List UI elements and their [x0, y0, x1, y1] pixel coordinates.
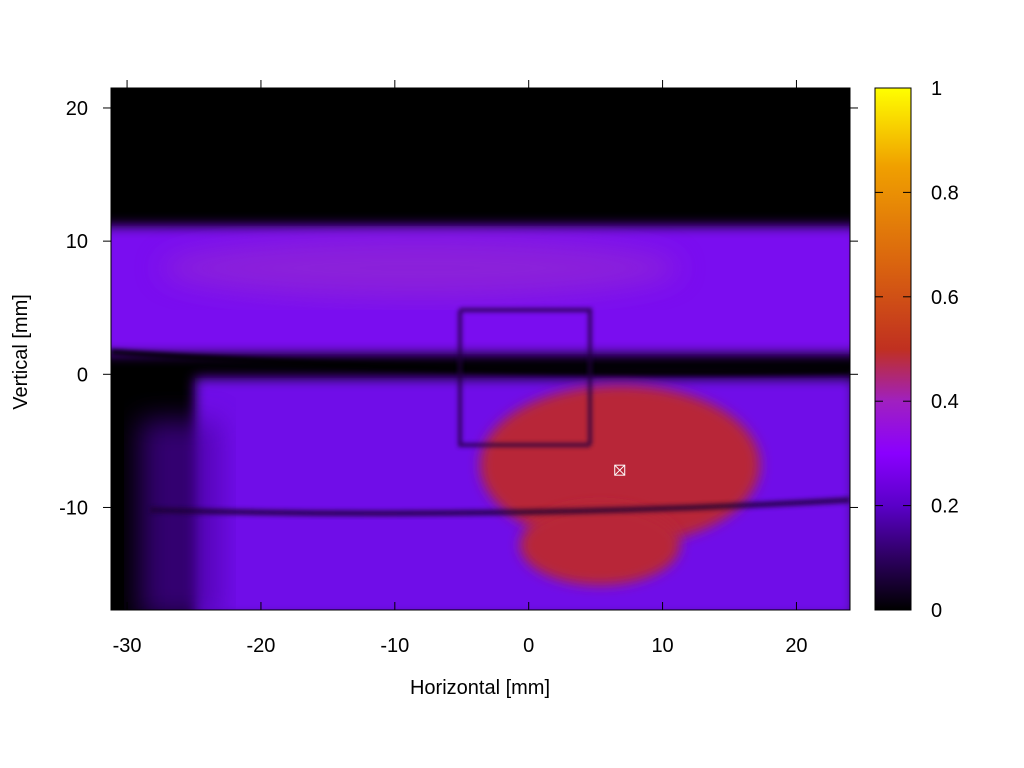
dark-inset-frame — [458, 308, 592, 447]
x-tick-label: 10 — [651, 635, 673, 657]
dark-line-horizontal-0 — [111, 349, 850, 375]
x-tick-label: -30 — [113, 635, 142, 657]
y-tick-label: 20 — [66, 98, 88, 120]
plot-border — [110, 87, 851, 611]
y-tick-label: 0 — [77, 364, 88, 386]
colorbar-tick-label: 0.2 — [931, 496, 959, 518]
heatmap-hot-spot-lower — [520, 505, 680, 585]
x-tick-label: -10 — [380, 635, 409, 657]
colorbar-tick-label: 0.6 — [931, 287, 959, 309]
colorbar-tick-label: 1 — [931, 78, 942, 100]
x-axis-title: Horizontal [mm] — [410, 677, 550, 699]
colorbar — [874, 87, 912, 611]
dark-line-horizontal-minus10 — [149, 497, 850, 517]
heatmap-lower-left-fade — [140, 420, 220, 610]
colorbar-axis: 0 0.2 0.4 0.6 0.8 1 — [875, 78, 959, 622]
colorbar-tick-label: 0.8 — [931, 182, 959, 204]
y-axis-title: Vertical [mm] — [10, 294, 32, 410]
y-tick-label: 10 — [66, 231, 88, 253]
x-tick-label: -20 — [246, 635, 275, 657]
colorbar-tick-label: 0.4 — [931, 391, 959, 413]
y-axis: -10 0 10 20 — [59, 98, 858, 519]
x-tick-label: 20 — [785, 635, 807, 657]
plot-area — [111, 88, 850, 610]
colorbar-tick-label: 0 — [931, 600, 942, 622]
y-tick-label: -10 — [59, 497, 88, 519]
heatmap-upper-glow — [160, 238, 680, 298]
x-tick-label: 0 — [523, 635, 534, 657]
marker-point — [614, 464, 626, 476]
x-axis: -30 -20 -10 0 10 20 — [113, 80, 808, 657]
